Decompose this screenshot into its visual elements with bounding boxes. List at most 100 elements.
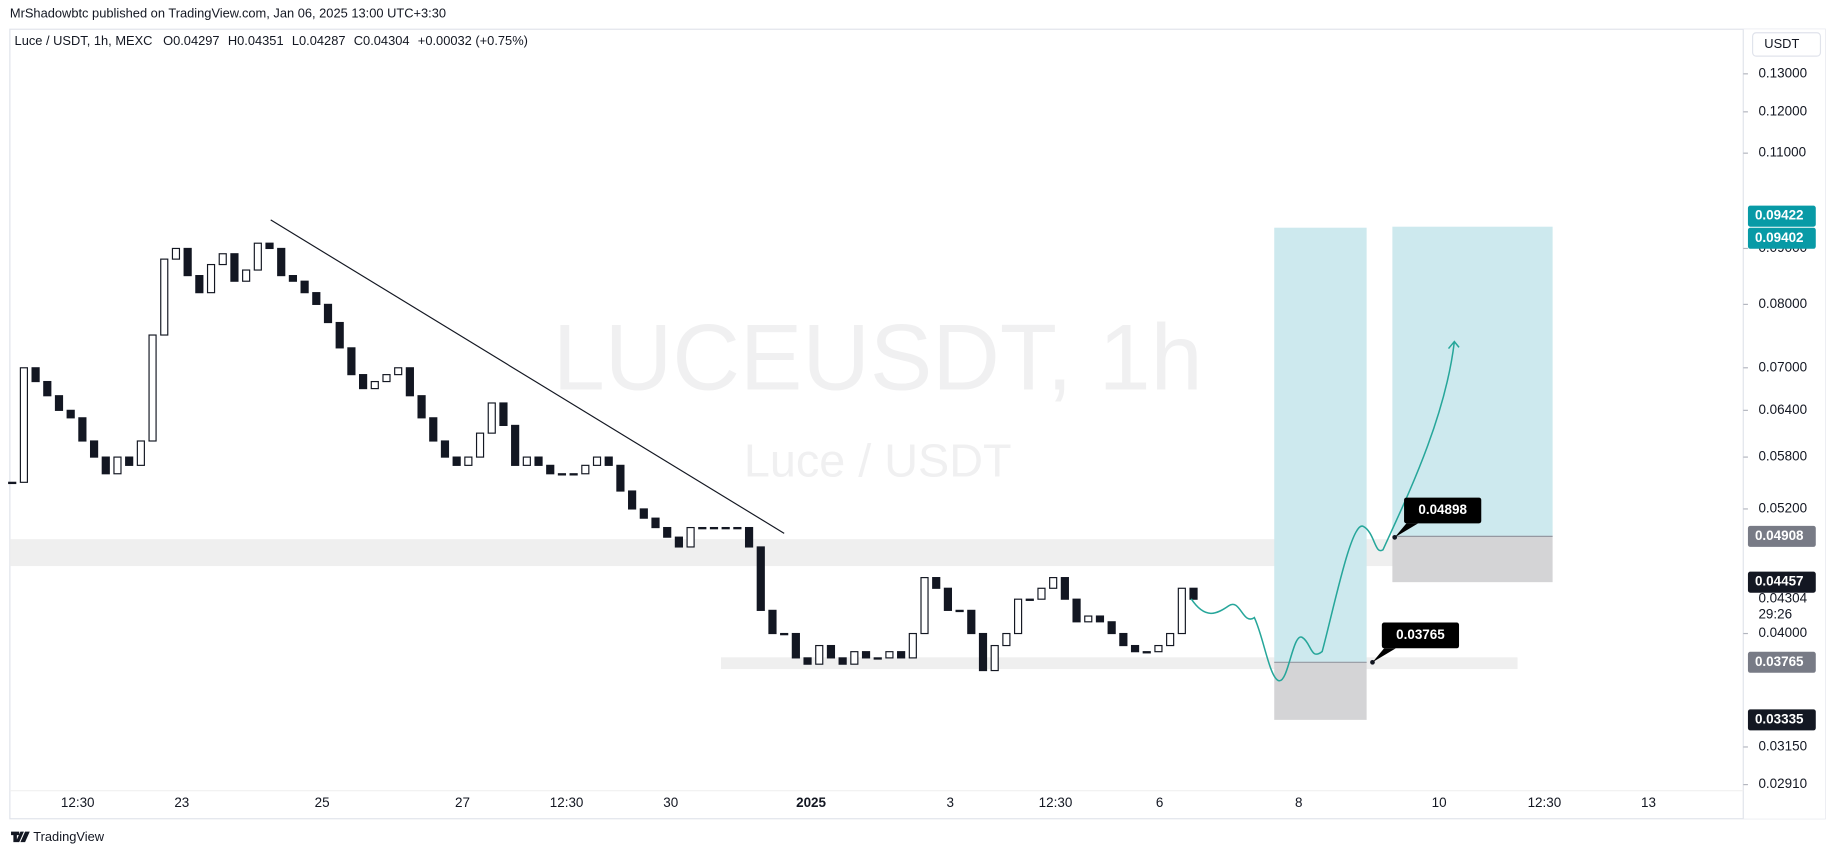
price-tag-label: 0.09402 [1755, 230, 1804, 245]
candle [288, 275, 298, 282]
x-tick-label: 2025 [796, 795, 826, 810]
candle [908, 632, 917, 659]
candle [487, 402, 496, 434]
candle [1060, 577, 1069, 600]
ohlc-high: H0.04351 [228, 33, 284, 48]
price-tag [1747, 709, 1816, 731]
candle [160, 258, 169, 336]
candle [101, 456, 110, 475]
candle [206, 263, 216, 294]
candle [19, 367, 28, 483]
price-tag [1747, 525, 1816, 547]
candle [721, 526, 730, 530]
candle [1072, 598, 1081, 623]
price-tag [1747, 227, 1816, 249]
candle [66, 409, 75, 419]
candle [1107, 621, 1116, 635]
currency[interactable]: USDT [1764, 36, 1799, 51]
candle [604, 456, 613, 466]
stop-zone [1274, 662, 1367, 720]
target-zone [1392, 226, 1553, 537]
candle [370, 380, 379, 390]
price-tag-label: 0.04457 [1755, 574, 1804, 589]
candle [475, 432, 485, 458]
candle [43, 380, 52, 397]
trend-line [270, 219, 785, 534]
candle [861, 651, 871, 659]
candle [429, 417, 438, 442]
y-tick-label: 0.04000 [1758, 625, 1807, 640]
candle [1166, 632, 1175, 647]
candle [347, 347, 356, 376]
candle [686, 526, 695, 548]
candle [744, 526, 754, 548]
legend: Luce / USDT, 1h, MEXC O0.04297 H0.04351 … [15, 33, 528, 48]
price-tag [1747, 651, 1816, 673]
candle [955, 609, 964, 613]
candle [826, 644, 836, 659]
y-tick-label: 0.11000 [1758, 145, 1806, 160]
y-tick-label: 0.03150 [1758, 739, 1807, 754]
candle [452, 456, 461, 466]
candle [54, 395, 64, 411]
candle [171, 247, 181, 260]
y-tick-label: 0.05800 [1758, 449, 1807, 464]
price-tag-label: 0.03765 [1755, 654, 1804, 669]
candle [569, 473, 578, 476]
candle [546, 464, 555, 475]
candle [31, 367, 40, 383]
x-tick-label: 3 [947, 795, 954, 810]
candle [148, 334, 157, 442]
x-tick-label: 13 [1641, 795, 1656, 810]
y-tick-label: 0.07000 [1758, 359, 1807, 374]
candle [440, 440, 450, 458]
candle [943, 587, 953, 611]
x-tick-label: 12:30 [550, 795, 584, 810]
candle [1189, 587, 1198, 600]
candle [803, 657, 812, 665]
candle [125, 456, 134, 466]
candle [417, 395, 426, 419]
watermark-sub: Luce / USDT [744, 435, 1012, 487]
stop-zone [1392, 536, 1553, 583]
candle [557, 473, 567, 476]
candle [1177, 587, 1186, 635]
candle [873, 657, 882, 660]
candle [674, 536, 683, 548]
x-tick-label: 12:30 [1039, 795, 1073, 810]
logo [11, 831, 30, 843]
currency-button[interactable] [1752, 32, 1822, 57]
ohlc-low: L0.04287 [292, 33, 346, 48]
x-tick-label: 12:30 [61, 795, 95, 810]
publisher: MrShadowbtc published on TradingView.com… [10, 5, 446, 20]
candle [89, 440, 99, 458]
candle [581, 464, 590, 475]
ohlc-close: C0.04304 [354, 33, 410, 48]
candle [359, 374, 368, 390]
candle [1130, 644, 1140, 653]
candle [113, 456, 122, 475]
candle [990, 644, 999, 672]
y-tick-label: 0.02910 [1758, 776, 1807, 791]
candle [663, 526, 672, 538]
last-price: 0.04304 [1758, 590, 1807, 605]
price-tag-label: 0.03335 [1755, 711, 1804, 726]
x-tick-label: 27 [455, 795, 470, 810]
x-tick-label: 23 [174, 795, 189, 810]
x-tick-label: 25 [315, 795, 330, 810]
candle [511, 424, 520, 466]
change: +0.00032 (+0.75%) [418, 33, 528, 48]
target-zone [1274, 227, 1367, 663]
callout-label: 0.03765 [1396, 627, 1445, 642]
symbol: Luce / USDT, 1h, MEXC [15, 33, 153, 48]
candle [534, 456, 543, 466]
y-tick-label: 0.06400 [1758, 402, 1807, 417]
candle [733, 526, 742, 530]
candle [522, 456, 531, 466]
candle [1049, 577, 1058, 589]
candle [698, 526, 707, 530]
candle [967, 609, 976, 635]
candle [709, 526, 719, 530]
candle [978, 632, 988, 672]
candle [1037, 587, 1046, 600]
